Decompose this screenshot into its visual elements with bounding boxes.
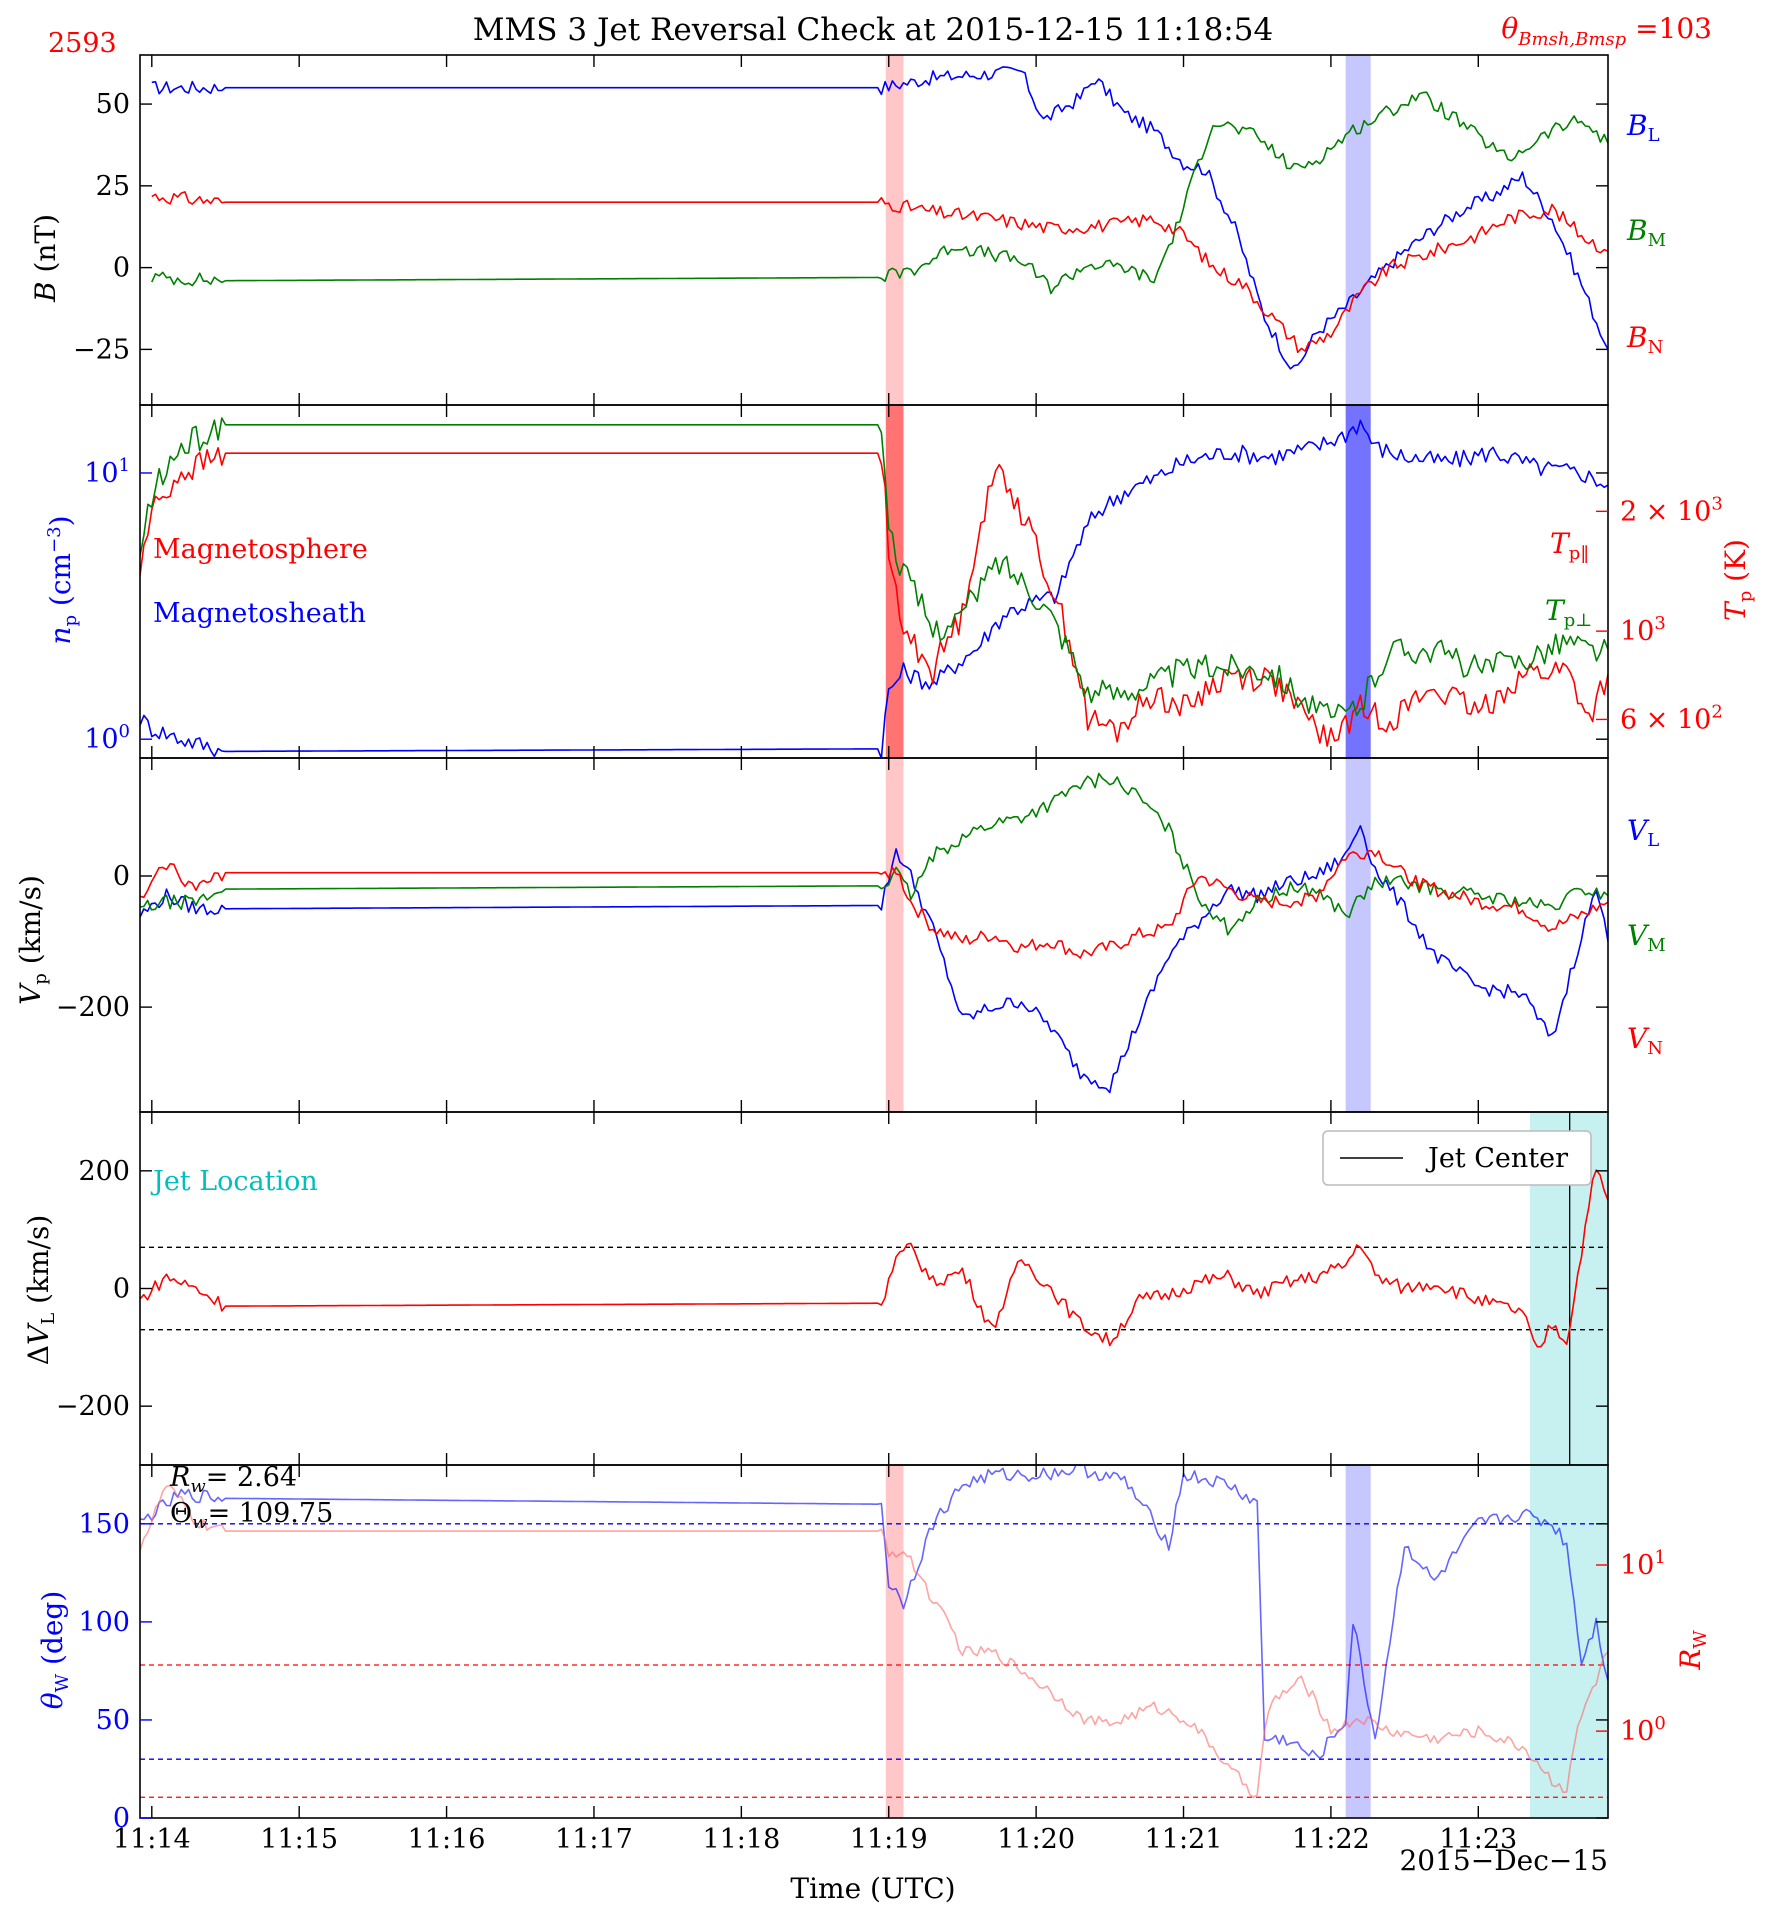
y-tick-label: 0 (113, 1274, 130, 1305)
y-tick-label-right: 2 × 103 (1620, 493, 1723, 527)
series-v-l-line (140, 824, 1608, 1094)
vm-label: VM (1627, 919, 1666, 956)
magnetopause-crossing-band (885, 758, 904, 1112)
magnetosphere-label: Magnetosphere (153, 534, 368, 565)
series-v-n-line (140, 849, 1608, 959)
jet-interval-band (1345, 55, 1371, 405)
bfield-ylabel: B (nT) (29, 214, 62, 303)
series-delta-vl-line (140, 1169, 1608, 1348)
series-theta-w-line (140, 1465, 1608, 1760)
x-axis-label: Time (UTC) (790, 1872, 955, 1905)
bn-label: BN (1626, 321, 1663, 358)
series-n-p-line (140, 419, 1608, 758)
series-t-perp-line (140, 417, 1608, 719)
magnetic-field-panel: −25 0 25 50 B (nT) BL BM BN (29, 54, 1666, 406)
jet-location-band (1529, 1465, 1608, 1818)
x-tick-label: 11:23 (1439, 1824, 1517, 1855)
bl-label: BL (1626, 109, 1660, 146)
y-tick-label: 101 (84, 455, 130, 489)
y-tick-label-right: 6 × 102 (1620, 701, 1723, 735)
shear-angle-label: θBmsh,Bmsp =103 (1501, 12, 1712, 50)
rw-value-label: Rw= 2.64 (169, 1462, 297, 1497)
y-tick-label: 0 (113, 253, 130, 284)
y-tick-label-right: 100 (1620, 1713, 1666, 1747)
tperp-label: Tp⊥ (1545, 594, 1592, 631)
series-b-n-line (151, 191, 1608, 354)
event-id-label: 2593 (48, 28, 117, 59)
y-tick-label: 0 (113, 861, 130, 892)
y-tick-label: 150 (78, 1509, 130, 1540)
x-tick-label: 11:22 (1292, 1824, 1370, 1855)
plot-area-2 (140, 758, 1608, 1112)
r-w-ylabel: RW (1674, 1630, 1711, 1671)
figure-title: MMS 3 Jet Reversal Check at 2015-12-15 1… (473, 12, 1273, 48)
bm-label: BM (1626, 214, 1666, 251)
y-tick-label: 25 (96, 171, 130, 202)
tpar-label: Tp‖ (1550, 527, 1589, 564)
x-tick-label: 11:16 (408, 1824, 486, 1855)
x-tick-label: 11:14 (113, 1824, 191, 1855)
walen-panel: 0 50 100 150 100 101 θW (deg) RW Rw= 2.64 Θw=… (36, 1462, 1711, 1834)
velocity-panel: −200 0 Vp (km/s) VL VM VN (14, 757, 1666, 1113)
x-tick-label: 11:15 (260, 1824, 338, 1855)
delta-vl-panel: −200 0 200 ΔVL (km/s) Jet Location Jet Cen… (22, 1111, 1609, 1466)
series-b-m-line (151, 91, 1608, 295)
vl-label: VL (1627, 814, 1659, 851)
temperature-ylabel: Tp (K) (1719, 539, 1756, 621)
velocity-ylabel: Vp (km/s) (14, 875, 51, 1005)
y-tick-label-right: 101 (1620, 1547, 1666, 1581)
magnetopause-crossing-band (885, 55, 904, 405)
delta-vl-ylabel: ΔVL (km/s) (22, 1215, 59, 1366)
y-tick-label: 100 (78, 1607, 130, 1638)
x-tick-label: 11:21 (1145, 1824, 1223, 1855)
series-v-m-line (140, 772, 1608, 936)
x-tick-label: 11:18 (702, 1824, 780, 1855)
jet-location-label: Jet Location (150, 1166, 318, 1197)
y-tick-label: 50 (96, 1705, 130, 1736)
plot-area-4 (140, 1465, 1608, 1818)
jet-center-legend: Jet Center (1322, 1130, 1592, 1186)
y-tick-label: −25 (73, 334, 130, 365)
x-tick-label: 11:19 (850, 1824, 928, 1855)
thetaw-value-label: Θw= 109.75 (170, 1498, 333, 1533)
theta-w-ylabel: θW (deg) (36, 1591, 73, 1710)
x-tick-label: 11:20 (997, 1824, 1075, 1855)
plot-area-1 (140, 405, 1608, 758)
y-tick-label: 0 (113, 1803, 130, 1834)
series-r-w-line (140, 1484, 1608, 1798)
jet-interval-band (1345, 758, 1371, 1112)
density-temperature-panel: 100 101 6 × 102 103 2 × 103 np (cm−3) Tp (K)… (44, 404, 1756, 759)
x-tick-labels: 11:14 11:15 11:16 11:17 11:18 11:19 11:20 11:21… (113, 1824, 1517, 1855)
y-tick-label-right: 103 (1620, 613, 1666, 647)
y-tick-label: −200 (56, 992, 130, 1023)
magnetopause-crossing-band (885, 1465, 904, 1818)
y-tick-label: 200 (78, 1156, 130, 1187)
density-ylabel: np (cm−3) (44, 515, 81, 644)
axes-frame-4 (139, 1464, 1609, 1819)
vn-label: VN (1627, 1022, 1663, 1059)
plot-area-0 (151, 55, 1608, 405)
y-tick-label: −200 (56, 1391, 130, 1422)
x-tick-label: 11:17 (555, 1824, 633, 1855)
y-tick-label: 50 (96, 89, 130, 120)
jet-interval-band (1345, 405, 1371, 758)
y-tick-label: 100 (84, 721, 130, 755)
jet-center-legend-label: Jet Center (1425, 1143, 1568, 1174)
magnetosheath-label: Magnetosheath (153, 598, 366, 629)
date-label: 2015−Dec−15 (1399, 1844, 1608, 1877)
